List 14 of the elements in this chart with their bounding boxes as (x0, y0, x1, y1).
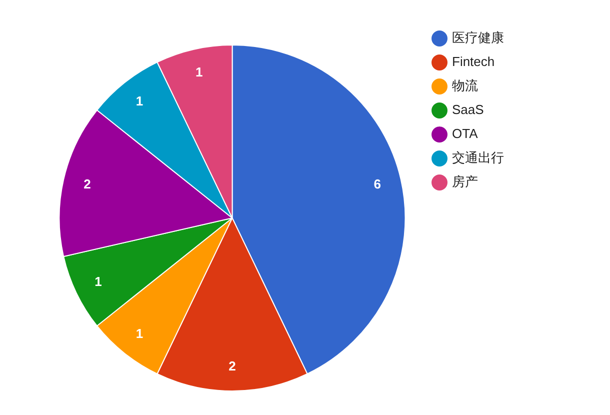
legend-label: OTA (452, 126, 478, 142)
legend-label: SaaS (452, 102, 484, 118)
legend-label: 医疗健康 (452, 30, 504, 46)
data-label: 2 (84, 176, 91, 192)
data-label: 2 (228, 358, 236, 374)
legend-label: Fintech (452, 54, 495, 70)
data-label: 1 (196, 64, 203, 80)
data-label: 1 (136, 93, 144, 108)
data-label: 6 (374, 176, 381, 192)
legend-label: 房产 (452, 174, 478, 190)
legend-label: 交通出行 (452, 150, 504, 166)
legend-label: 物流 (452, 78, 478, 94)
data-label: 1 (136, 326, 144, 341)
data-label: 1 (94, 274, 102, 290)
